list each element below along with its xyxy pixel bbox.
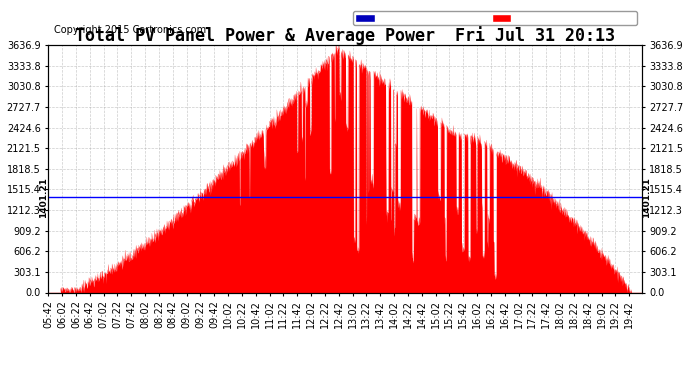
Text: 1401.21: 1401.21 [39, 177, 48, 218]
Text: Copyright 2015 Cartronics.com: Copyright 2015 Cartronics.com [55, 25, 206, 35]
Text: 1401.21: 1401.21 [642, 177, 651, 218]
Title: Total PV Panel Power & Average Power  Fri Jul 31 20:13: Total PV Panel Power & Average Power Fri… [75, 26, 615, 45]
Legend: Average  (DC Watts), PV Panels  (DC Watts): Average (DC Watts), PV Panels (DC Watts) [353, 12, 637, 26]
